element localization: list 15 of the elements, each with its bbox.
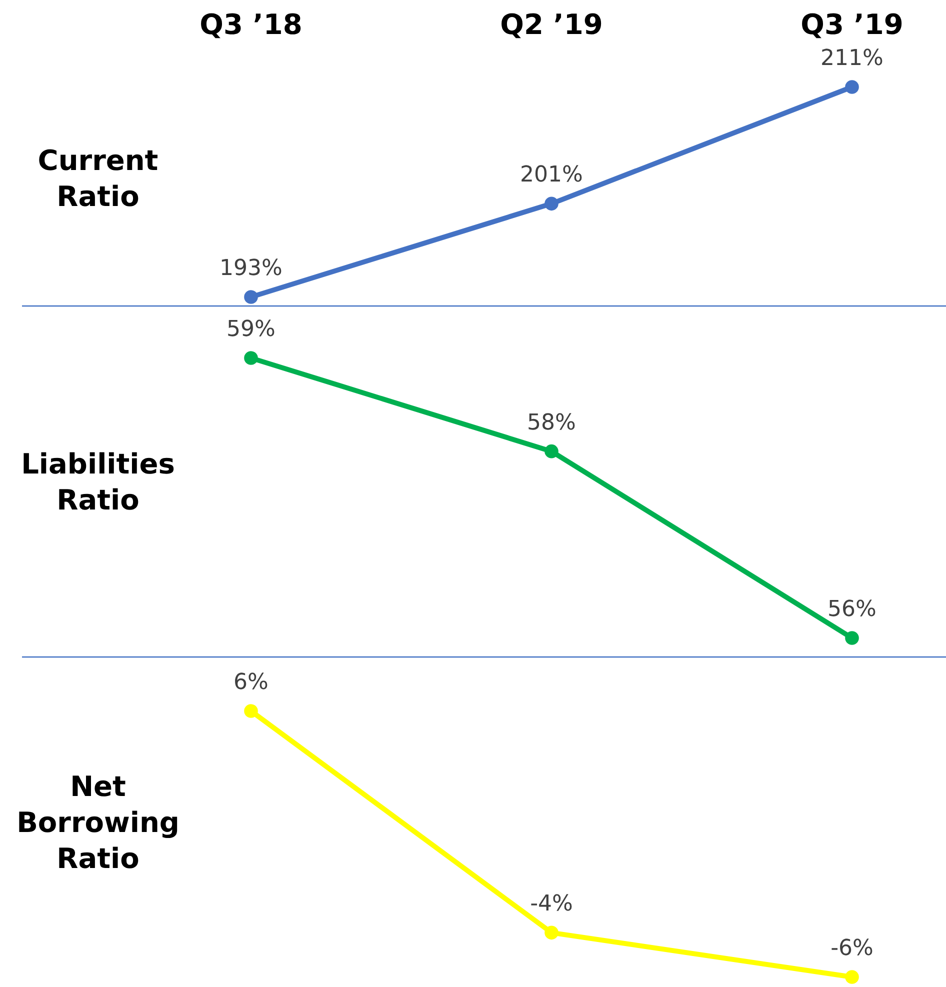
data-label: 201% bbox=[520, 162, 583, 188]
x-tick-label: Q3 ’18 bbox=[200, 8, 302, 41]
y-axis-title: Current Ratio bbox=[38, 144, 158, 213]
data-label: 56% bbox=[828, 597, 876, 622]
data-label: 58% bbox=[527, 410, 576, 436]
data-label: -4% bbox=[530, 892, 573, 917]
x-tick-label: Q3 ’19 bbox=[800, 8, 904, 41]
x-tick-label: Q2 ’19 bbox=[500, 8, 603, 41]
y-axis-title: Net Borrowing Ratio bbox=[16, 770, 180, 875]
data-label: 211% bbox=[820, 46, 884, 71]
data-label: 59% bbox=[226, 317, 276, 342]
data-label: 6% bbox=[234, 670, 268, 695]
data-label: -6% bbox=[830, 936, 874, 961]
data-label: 193% bbox=[220, 256, 282, 281]
y-axis-title: Liabilities Ratio bbox=[21, 448, 175, 516]
